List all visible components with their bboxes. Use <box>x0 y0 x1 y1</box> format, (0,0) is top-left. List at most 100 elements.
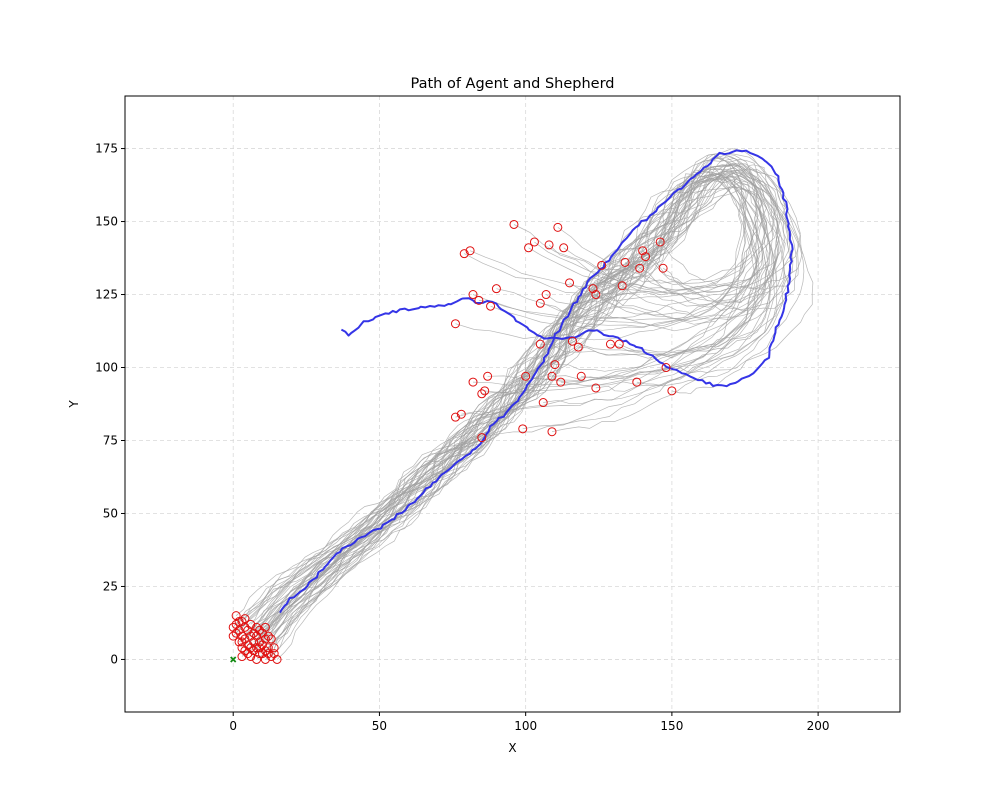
y-tick-label: 75 <box>103 433 118 447</box>
agent-path <box>250 168 805 649</box>
agent-end-marker <box>573 342 583 352</box>
agent-path <box>273 163 779 654</box>
agent-end-marker <box>524 243 534 253</box>
agent-markers <box>228 219 677 664</box>
agent-end-marker <box>559 243 569 253</box>
agent-start-marker <box>252 654 262 664</box>
agent-end-marker <box>565 278 575 288</box>
agent-end-marker <box>541 290 551 300</box>
agent-start-marker <box>257 640 267 650</box>
shepherd-start-marker <box>230 656 237 663</box>
agent-end-marker <box>518 424 528 434</box>
agent-end-marker <box>620 257 630 267</box>
agent-path <box>270 178 770 657</box>
axis-ticks: 0 50 100 150 200 0 25 50 75 100 125 150 175 <box>95 142 829 733</box>
y-tick-label: 0 <box>110 652 118 666</box>
agent-start-marker <box>228 622 238 632</box>
agent-start-marker <box>231 619 241 629</box>
agent-start-marker <box>266 634 276 644</box>
agent-end-marker <box>477 433 487 443</box>
agent-start-marker <box>272 654 282 664</box>
agent-start-marker <box>246 643 256 653</box>
agent-end-marker <box>567 336 577 346</box>
agent-path <box>253 172 786 634</box>
agent-start-marker <box>257 649 267 659</box>
agent-end-marker <box>529 237 539 247</box>
agent-end-marker <box>553 222 563 232</box>
agent-end-marker <box>658 263 668 273</box>
agent-start-marker <box>243 640 253 650</box>
agent-end-marker <box>605 339 615 349</box>
agent-start-marker <box>255 643 265 653</box>
agent-end-marker <box>556 377 566 387</box>
agent-end-marker <box>591 290 601 300</box>
x-tick-label: 100 <box>514 719 537 733</box>
x-tick-label: 150 <box>660 719 683 733</box>
x-tick-label: 200 <box>807 719 830 733</box>
y-axis-label: Y <box>67 400 81 409</box>
agent-start-marker <box>246 631 256 641</box>
agent-start-marker <box>252 631 262 641</box>
agent-start-marker <box>237 631 247 641</box>
agent-path <box>235 153 755 616</box>
agent-path <box>262 169 758 634</box>
agent-start-marker <box>260 622 270 632</box>
agent-path <box>244 157 783 640</box>
agent-start-marker <box>231 611 241 621</box>
agent-start-marker <box>263 649 273 659</box>
agent-start-marker <box>249 637 259 647</box>
agent-end-marker <box>544 240 554 250</box>
agent-end-marker <box>588 284 598 294</box>
agent-start-marker <box>228 631 238 641</box>
agent-start-marker <box>260 646 270 656</box>
y-tick-label: 175 <box>95 142 118 156</box>
agent-end-marker <box>667 386 677 396</box>
agent-end-marker <box>477 389 487 399</box>
agent-start-marker <box>269 649 279 659</box>
y-tick-label: 50 <box>103 506 118 520</box>
agent-end-marker <box>474 295 484 305</box>
agent-start-marker <box>237 652 247 662</box>
agent-end-marker <box>521 371 531 381</box>
agent-start-marker <box>237 643 247 653</box>
agent-path <box>259 167 814 649</box>
agent-path <box>267 175 794 654</box>
chart-title: Path of Agent and Shepherd <box>410 76 614 92</box>
agent-end-marker <box>468 377 478 387</box>
grid <box>125 96 900 712</box>
agent-start-marker <box>243 649 253 659</box>
agent-end-marker <box>538 398 548 408</box>
agent-start-marker <box>252 643 262 653</box>
agent-end-marker <box>638 246 648 256</box>
agent-start-marker <box>255 649 265 659</box>
agent-start-marker <box>240 622 250 632</box>
agent-start-marker <box>255 625 265 635</box>
y-tick-label: 100 <box>95 361 118 375</box>
agent-start-marker <box>246 619 256 629</box>
agent-start-marker <box>260 634 270 644</box>
agent-end-marker <box>465 246 475 256</box>
agent-end-marker <box>617 281 627 291</box>
agent-end-marker <box>550 360 560 370</box>
agent-start-marker <box>263 643 273 653</box>
agent-start-marker <box>231 628 241 638</box>
agent-start-marker <box>249 646 259 656</box>
agent-start-marker <box>269 643 279 653</box>
agent-start-marker <box>234 637 244 647</box>
shepherd-path <box>279 149 794 614</box>
agent-start-marker <box>237 616 247 626</box>
agent-path <box>265 177 773 651</box>
agent-start-marker <box>237 637 247 647</box>
agent-end-marker <box>480 386 490 396</box>
shepherd-path-layer <box>279 149 794 614</box>
agent-start-marker <box>240 634 250 644</box>
agent-end-marker <box>547 371 557 381</box>
agent-path <box>250 164 779 625</box>
x-axis-label: X <box>508 741 516 755</box>
agent-path <box>273 185 765 649</box>
plot-area-frame <box>124 95 901 713</box>
agent-end-marker <box>655 237 665 247</box>
agent-path <box>244 170 768 651</box>
agent-paths <box>232 148 814 660</box>
agent-path <box>241 155 774 657</box>
